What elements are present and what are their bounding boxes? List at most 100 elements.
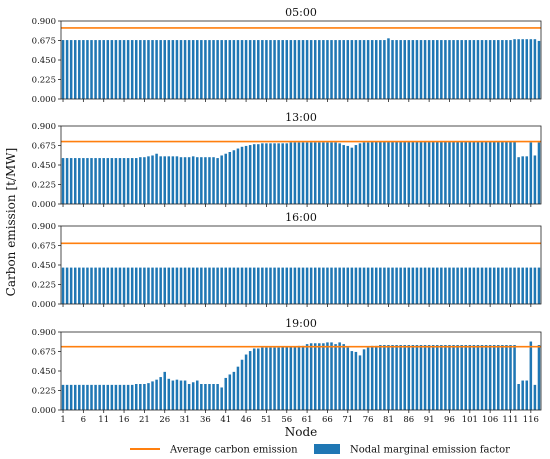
bar — [456, 345, 459, 410]
bar — [476, 345, 480, 410]
bar — [252, 348, 256, 410]
bar — [480, 267, 484, 304]
bar — [183, 157, 187, 204]
bar — [240, 359, 244, 410]
bar — [65, 40, 69, 99]
bar — [175, 267, 179, 304]
bar — [525, 267, 529, 304]
bar — [452, 40, 455, 99]
bar — [240, 40, 244, 99]
bar — [358, 143, 362, 204]
bar — [427, 40, 431, 99]
bar — [102, 267, 105, 304]
bar — [196, 157, 199, 204]
bar — [350, 147, 354, 204]
bar — [411, 345, 415, 410]
bar — [248, 145, 252, 204]
bar — [537, 267, 541, 304]
bar — [106, 267, 110, 304]
bar — [415, 141, 419, 204]
bar — [269, 40, 272, 99]
bar — [407, 40, 411, 99]
bar — [350, 267, 354, 304]
bar — [484, 40, 488, 99]
bar — [464, 141, 467, 204]
bar — [509, 40, 512, 99]
bar — [171, 267, 175, 304]
bar — [472, 141, 476, 204]
bar — [431, 40, 435, 99]
bar — [395, 141, 398, 204]
bar — [431, 345, 435, 410]
bar — [484, 141, 488, 204]
bar — [143, 384, 146, 410]
bar — [289, 142, 293, 204]
bar — [82, 267, 85, 304]
panel-title: 13:00 — [285, 111, 317, 124]
x-tick-label: 106 — [482, 415, 498, 425]
bar — [151, 267, 154, 304]
bar — [427, 267, 431, 304]
bar — [370, 345, 374, 410]
bar — [370, 267, 374, 304]
bar — [366, 40, 370, 99]
bar — [252, 40, 256, 99]
bar — [114, 158, 118, 204]
bar — [126, 40, 130, 99]
bar — [399, 267, 402, 304]
bar — [61, 40, 65, 99]
y-axis-label: Carbon emission [t/MW] — [4, 148, 18, 297]
bar — [366, 347, 370, 410]
x-tick-label: 66 — [322, 415, 333, 425]
bar — [277, 347, 280, 410]
bar — [399, 141, 402, 204]
x-axis-label: Node — [285, 425, 318, 439]
bar — [318, 343, 321, 410]
x-tick-label: 6 — [81, 415, 86, 425]
bar — [472, 40, 476, 99]
bar — [65, 158, 69, 204]
bar — [440, 40, 443, 99]
bar — [244, 354, 248, 410]
bar — [391, 141, 394, 204]
bar — [139, 384, 142, 410]
bar — [342, 145, 345, 204]
bar — [216, 158, 219, 204]
bar — [147, 383, 150, 410]
x-tick-label: 91 — [424, 415, 435, 425]
bar — [265, 267, 268, 304]
bar — [106, 384, 110, 410]
bar — [301, 345, 305, 410]
bar — [236, 366, 240, 410]
bar — [379, 141, 382, 204]
bar — [106, 158, 110, 204]
bar — [513, 39, 516, 99]
bar — [480, 141, 484, 204]
bar — [78, 158, 81, 204]
bar — [102, 40, 105, 99]
bar — [391, 345, 394, 410]
bar — [342, 40, 345, 99]
bar — [171, 40, 175, 99]
bar — [517, 157, 520, 204]
bar — [488, 267, 492, 304]
x-tick-label: 1 — [60, 415, 65, 425]
bar — [220, 387, 223, 410]
legend: Average carbon emission Nodal marginal e… — [130, 444, 510, 456]
panel-title: 05:00 — [285, 6, 317, 19]
bar — [98, 384, 101, 410]
bar — [118, 158, 122, 204]
bar — [159, 377, 162, 410]
bar — [521, 267, 524, 304]
bar — [456, 267, 459, 304]
bar — [501, 141, 504, 204]
bar — [464, 345, 467, 410]
bar — [436, 141, 439, 204]
bar — [322, 343, 325, 410]
x-tick-label: 116 — [523, 415, 539, 425]
y-tick-label: 0.225 — [32, 281, 56, 291]
bar — [130, 267, 134, 304]
bar — [261, 267, 264, 304]
bar — [440, 345, 443, 410]
bar — [155, 40, 158, 99]
